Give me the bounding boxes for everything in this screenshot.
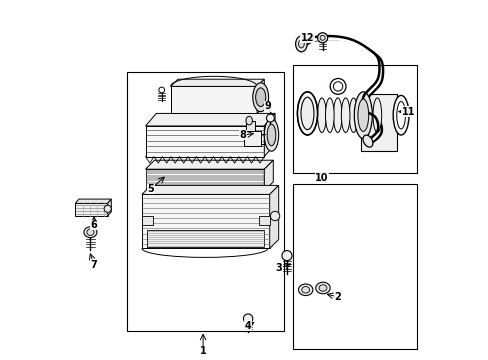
Polygon shape xyxy=(145,160,273,169)
Ellipse shape xyxy=(317,33,327,43)
Bar xyxy=(127,72,284,331)
Polygon shape xyxy=(244,131,260,146)
Text: 10: 10 xyxy=(314,173,328,183)
Polygon shape xyxy=(145,113,275,126)
Polygon shape xyxy=(75,199,111,203)
Ellipse shape xyxy=(320,35,325,40)
Polygon shape xyxy=(145,126,264,157)
Ellipse shape xyxy=(301,287,309,293)
Text: 4: 4 xyxy=(244,321,251,331)
Text: 3: 3 xyxy=(275,263,282,273)
Ellipse shape xyxy=(159,87,164,93)
Ellipse shape xyxy=(301,97,313,130)
Polygon shape xyxy=(170,79,264,86)
Text: 6: 6 xyxy=(90,220,97,230)
Ellipse shape xyxy=(333,98,342,132)
Ellipse shape xyxy=(362,135,372,147)
Text: 12: 12 xyxy=(300,33,314,43)
Ellipse shape xyxy=(298,284,312,296)
Ellipse shape xyxy=(264,119,278,151)
Bar xyxy=(292,65,416,173)
Ellipse shape xyxy=(266,114,274,122)
Polygon shape xyxy=(145,169,264,191)
Polygon shape xyxy=(269,185,278,248)
Polygon shape xyxy=(170,86,257,113)
Text: 2: 2 xyxy=(334,292,341,302)
Ellipse shape xyxy=(104,205,111,212)
Ellipse shape xyxy=(356,98,365,132)
Ellipse shape xyxy=(298,40,304,48)
Polygon shape xyxy=(75,203,107,216)
Polygon shape xyxy=(245,121,255,131)
Ellipse shape xyxy=(270,211,279,221)
Ellipse shape xyxy=(84,227,97,238)
Text: 8: 8 xyxy=(239,130,245,140)
Ellipse shape xyxy=(333,82,342,91)
Text: 9: 9 xyxy=(264,101,271,111)
Text: 7: 7 xyxy=(90,260,97,270)
Ellipse shape xyxy=(266,124,275,146)
Ellipse shape xyxy=(348,98,357,132)
Ellipse shape xyxy=(297,92,317,135)
Polygon shape xyxy=(258,216,269,225)
Ellipse shape xyxy=(243,314,252,323)
Ellipse shape xyxy=(354,92,371,139)
Ellipse shape xyxy=(365,98,373,132)
Polygon shape xyxy=(107,199,111,216)
Ellipse shape xyxy=(252,83,268,112)
Ellipse shape xyxy=(341,98,349,132)
Text: 11: 11 xyxy=(401,107,414,117)
Polygon shape xyxy=(147,230,264,247)
Ellipse shape xyxy=(87,229,94,235)
Ellipse shape xyxy=(325,98,333,132)
Ellipse shape xyxy=(372,98,381,132)
Ellipse shape xyxy=(295,36,306,52)
Polygon shape xyxy=(142,216,152,225)
Bar xyxy=(292,184,416,349)
Polygon shape xyxy=(257,79,264,113)
Ellipse shape xyxy=(392,95,408,135)
Ellipse shape xyxy=(315,282,329,294)
Ellipse shape xyxy=(396,102,405,129)
Text: 1: 1 xyxy=(199,346,206,356)
Ellipse shape xyxy=(282,251,291,261)
Ellipse shape xyxy=(318,285,326,291)
Polygon shape xyxy=(361,94,397,151)
Polygon shape xyxy=(264,160,273,191)
Ellipse shape xyxy=(329,78,346,94)
Ellipse shape xyxy=(357,99,368,131)
Polygon shape xyxy=(142,194,269,248)
Ellipse shape xyxy=(245,116,252,125)
Text: 5: 5 xyxy=(147,184,154,194)
Ellipse shape xyxy=(255,88,265,107)
Polygon shape xyxy=(264,113,275,157)
Polygon shape xyxy=(142,185,278,194)
Ellipse shape xyxy=(317,98,325,132)
